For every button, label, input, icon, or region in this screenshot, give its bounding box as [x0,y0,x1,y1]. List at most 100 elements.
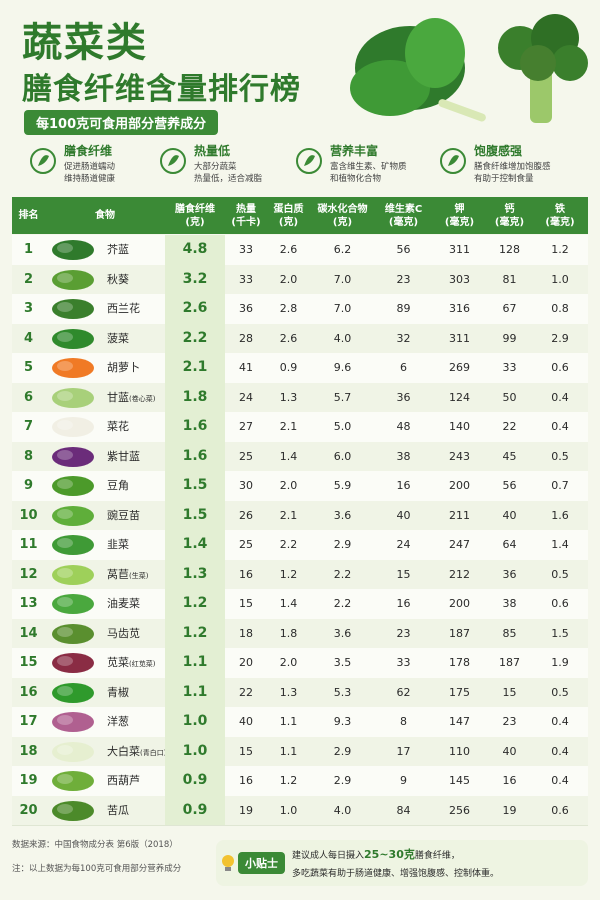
rank: 4 [23,330,34,346]
food-label: 甘蓝(卷心菜) [107,383,155,415]
nutrient-value: 2.6 [279,243,298,256]
nutrient-value: 0.5 [551,567,569,581]
fiber-value: 1.0 [165,736,225,766]
food-icon [52,682,94,703]
fiber-value: 1.6 [165,412,225,442]
nutrient-value: 212 [449,567,470,581]
feature-text: 维持肠道健康 [64,174,116,184]
column-name: 钙 [504,203,515,215]
nutrient-value: 5.9 [333,479,352,492]
rank: 3 [23,301,34,316]
nutrient-value: 36 [502,567,517,581]
nutrient-value: 3.6 [333,626,352,640]
table-row: 3 西兰花 2.6 36 2.8 7.0 89 316 67 0.8 [12,294,588,325]
features: 膳食纤维 促进肠道蠕动 维持肠道健康 热量低 大部分蔬菜 热量低，适合减脂 营养丰富 富含维生… [30,140,578,190]
food-cell: 青椒 [45,678,165,708]
nutrient-value: 124 [449,390,470,404]
nutrient-value: 1.3 [279,390,298,404]
nutrient-value: 40 [239,715,253,728]
column-header: 铁 (毫克) [532,197,588,234]
nutrient-value: 33 [502,361,517,374]
nutrient-value: 15 [396,567,411,581]
column-name: 碳水化合物 [317,203,368,215]
nutrient-value: 24 [396,538,411,551]
food-icon [52,387,94,408]
table-row: 14 马齿苋 1.2 18 1.8 3.6 23 187 85 1.5 [12,618,588,649]
vegetable-illustration [350,14,588,123]
food-note: (生菜) [129,571,149,580]
food-icon [52,269,94,290]
nutrient-value: 25 [239,538,253,551]
fiber-value: 3.2 [165,264,225,294]
nutrient-value: 30 [239,479,253,492]
nutrient-value: 56 [396,243,411,256]
rank: 19 [19,773,38,788]
rank: 14 [19,625,38,641]
food-label: 莴苣(生菜) [107,560,148,592]
fiber-value: 1.4 [165,530,225,560]
food-icon [52,564,94,585]
nutrient-value: 2.2 [333,597,352,610]
food-cell: 洋葱 [45,707,165,737]
nutrient-value: 2.0 [279,272,298,286]
feature-icon [440,148,466,174]
fiber-value: 1.1 [165,677,225,707]
food-name: 洋葱 [107,715,129,728]
food-cell: 油麦菜 [45,589,165,619]
food-cell: 西葫芦 [45,766,165,796]
tip-line: 建议成人每日摄入25~30克膳食纤维， [292,846,460,862]
nutrient-value: 89 [396,302,411,315]
nutrient-value: 2.2 [279,538,298,551]
feature-title: 营养丰富 [330,144,379,158]
nutrient-value: 8 [400,715,407,728]
column-unit: (克) [332,216,353,228]
nutrient-value: 178 [449,656,470,669]
feature: 膳食纤维 促进肠道蠕动 维持肠道健康 [30,140,165,188]
nutrient-value: 5.3 [333,685,352,699]
column-name: 蛋白质 [273,203,304,215]
nutrient-value: 2.9 [333,538,352,551]
table-row: 9 豆角 1.5 30 2.0 5.9 16 200 56 0.7 [12,471,588,502]
nutrient-value: 2.6 [279,331,298,345]
food-icon [52,741,94,762]
food-name: 西兰花 [107,302,140,315]
feature-text: 和植物化合物 [330,174,382,184]
nutrient-value: 3.6 [333,508,352,522]
tip-label: 小贴士 [238,852,285,874]
food-label: 紫甘蓝 [107,442,140,472]
rank: 10 [19,507,38,523]
food-label: 胡萝卜 [107,353,140,383]
nutrient-value: 4.0 [333,803,352,817]
column-header: 蛋白质 (克) [267,197,310,234]
food-label: 大白菜(青白口) [107,737,166,769]
table-row: 18 大白菜(青白口) 1.0 15 1.1 2.9 17 110 40 0.4 [12,736,588,769]
nutrient-value: 19 [502,803,517,817]
food-label: 菠菜 [107,324,129,354]
food-name: 莴苣 [107,567,129,581]
bulb-icon [222,855,234,871]
nutrient-value: 9 [400,774,407,787]
food-name: 青椒 [107,685,129,699]
nutrient-value: 1.0 [279,803,298,817]
column-header: 钾 (毫克) [432,197,487,234]
food-label: 菜花 [107,412,129,442]
column-unit: (毫克) [388,216,419,228]
food-label: 洋葱 [107,707,129,737]
feature: 热量低 大部分蔬菜 热量低，适合减脂 [160,140,295,188]
table-row: 1 芥蓝 4.8 33 2.6 6.2 56 311 128 1.2 [12,235,588,266]
nutrient-value: 0.4 [551,420,569,433]
feature: 营养丰富 富含维生素、矿物质 和植物化合物 [296,140,431,188]
fiber-value: 1.2 [165,618,225,648]
food-icon [52,505,94,526]
nutrient-value: 16 [396,479,411,492]
food-name: 菜花 [107,420,129,433]
nutrient-value: 5.0 [333,420,352,433]
column-name: 铁 [555,203,565,215]
food-icon [52,653,94,673]
food-icon [52,446,94,467]
nutrient-value: 15 [502,685,517,699]
food-name: 西葫芦 [107,774,140,787]
nutrient-value: 38 [502,597,517,610]
column-unit: (千卡) [231,216,261,228]
food-name: 菠菜 [107,331,129,345]
